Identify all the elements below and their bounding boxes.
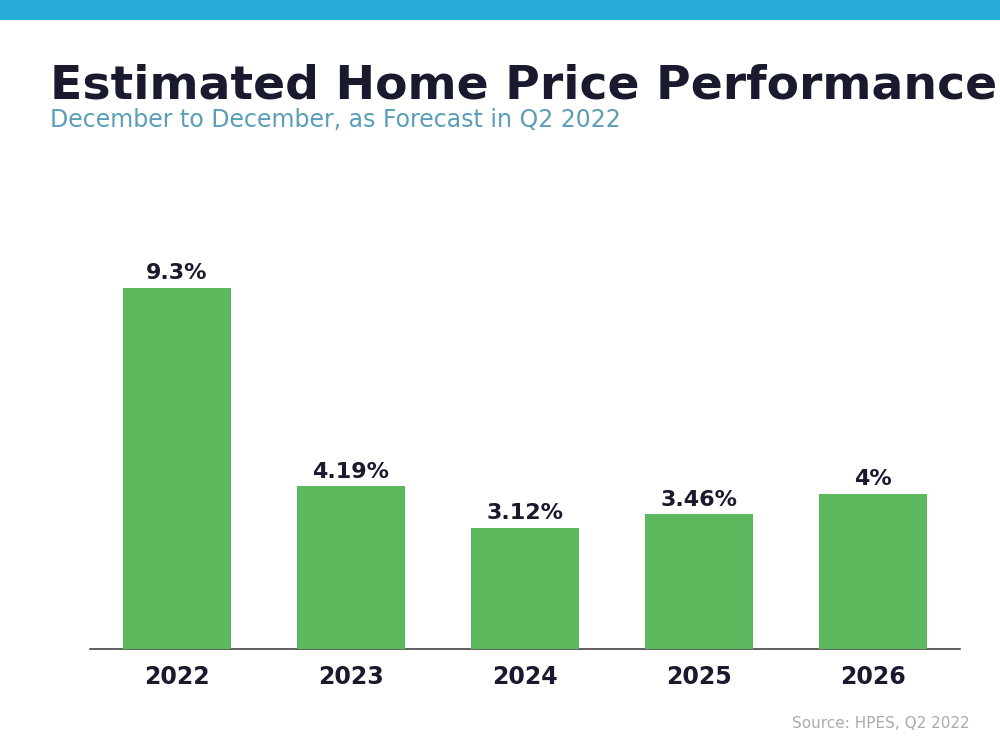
Text: 3.46%: 3.46% — [660, 490, 738, 510]
Text: December to December, as Forecast in Q2 2022: December to December, as Forecast in Q2 … — [50, 108, 621, 132]
Text: 4%: 4% — [854, 469, 892, 489]
Text: 9.3%: 9.3% — [146, 263, 208, 284]
Text: 3.12%: 3.12% — [486, 503, 564, 523]
Text: 4.19%: 4.19% — [312, 461, 390, 482]
Bar — [123, 288, 231, 649]
Text: Estimated Home Price Performance: Estimated Home Price Performance — [50, 64, 997, 109]
Text: Source: HPES, Q2 2022: Source: HPES, Q2 2022 — [792, 716, 970, 731]
Bar — [819, 494, 927, 649]
Bar — [471, 528, 579, 649]
Bar — [645, 514, 753, 649]
Bar — [297, 486, 405, 649]
